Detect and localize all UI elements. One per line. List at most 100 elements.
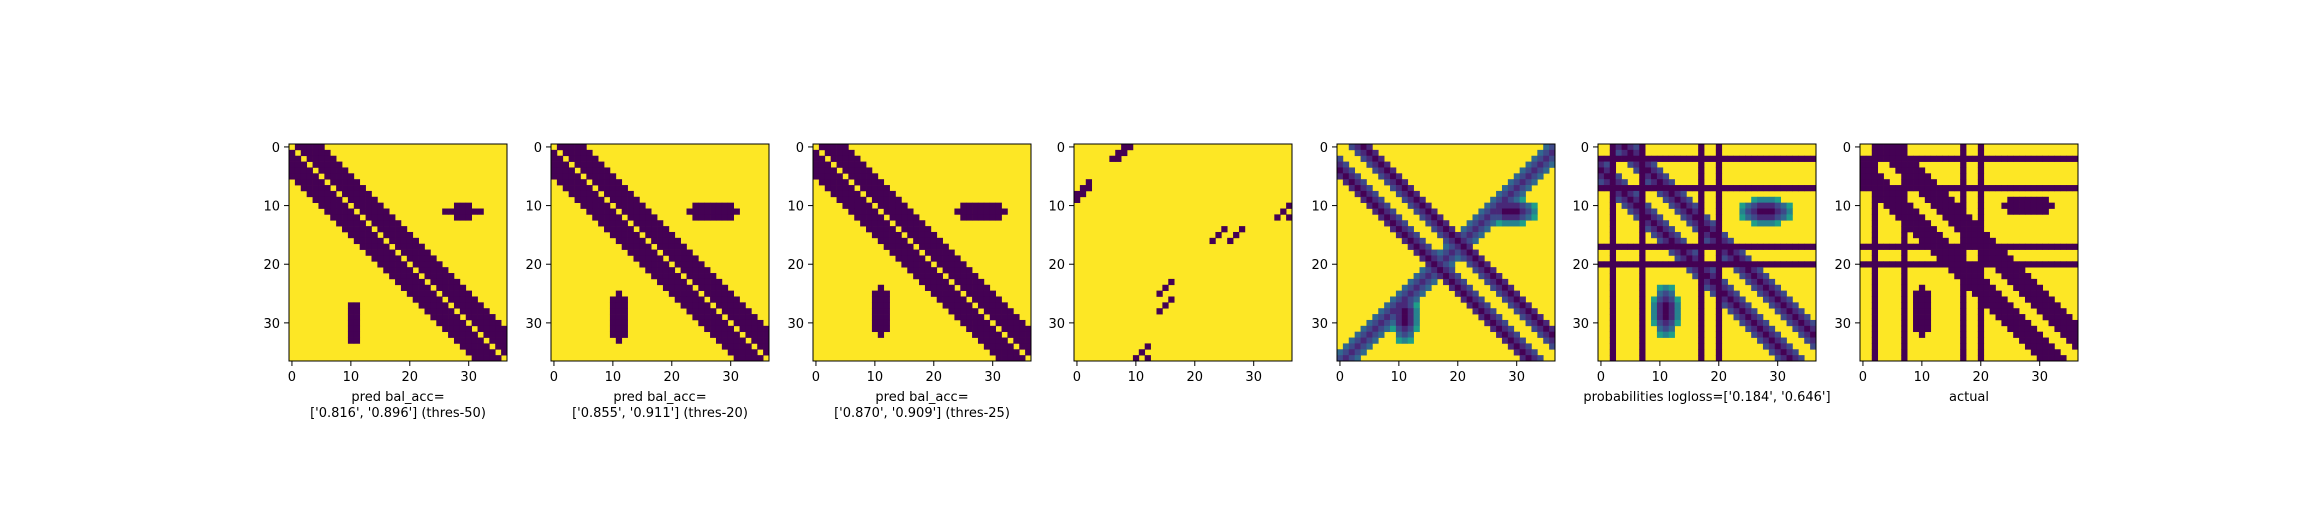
heatmap-cell (1954, 255, 1961, 262)
heatmap-cell (1757, 208, 1764, 215)
heatmap-cell (1138, 349, 1146, 356)
heatmap-cell (1501, 296, 1509, 303)
heatmap-cell (1639, 237, 1646, 245)
heatmap-cell (1745, 155, 1752, 162)
heatmap-cell (877, 226, 885, 233)
heatmap-cell (1810, 331, 1817, 338)
heatmap-cell (1395, 190, 1403, 198)
heatmap-cell (662, 273, 670, 280)
heatmap-cell (1792, 261, 1799, 268)
heatmap-cell (453, 331, 461, 338)
heatmap-cell (1762, 325, 1770, 333)
heatmap-cell (1727, 261, 1734, 268)
heatmap-cell (639, 249, 646, 256)
heatmap-cell (1372, 325, 1379, 333)
heatmap-cell (1431, 249, 1438, 256)
heatmap-cell (995, 302, 1002, 309)
heatmap-cell (1337, 161, 1344, 168)
heatmap-cell (1715, 319, 1723, 327)
heatmap-cell (1490, 273, 1497, 280)
heatmap-cell (1354, 179, 1361, 186)
heatmap-cell (751, 319, 758, 327)
heatmap-background (1598, 144, 1816, 361)
heatmap-cell (1913, 231, 1920, 239)
heatmap-cell (733, 302, 740, 309)
heatmap-cell (830, 149, 837, 157)
heatmap-cell (704, 278, 711, 286)
heatmap-cell (1954, 273, 1961, 280)
heatmap-cell (1774, 355, 1781, 362)
heatmap-cell (489, 325, 496, 333)
heatmap-cell (1977, 261, 1985, 268)
heatmap-cell (1907, 167, 1914, 174)
heatmap-cell (2036, 155, 2043, 162)
heatmap-cell (871, 196, 879, 203)
heatmap-cell (2048, 314, 2055, 321)
heatmap-cell (1501, 278, 1509, 286)
heatmap-cell (312, 190, 319, 198)
heatmap-cell (1686, 261, 1693, 268)
heatmap-cell (2048, 308, 2055, 315)
heatmap-cell (2072, 185, 2079, 192)
heatmap-cell (436, 296, 443, 303)
heatmap-cell (1501, 337, 1509, 344)
heatmap-cell (1989, 185, 1996, 192)
heatmap-cell (2013, 325, 2020, 333)
heatmap-cell (1609, 319, 1617, 327)
y-tick-label: 30 (787, 317, 804, 332)
heatmap-cell (1960, 255, 1967, 262)
heatmap-cell (1227, 237, 1234, 245)
heatmap-cell (1639, 349, 1646, 356)
heatmap-cell (1372, 337, 1379, 344)
heatmap-cell (1877, 261, 1884, 268)
heatmap-cell (1948, 185, 1955, 192)
heatmap-cell (2013, 278, 2020, 286)
heatmap-cell (436, 314, 443, 321)
heatmap-cell (580, 167, 587, 174)
heatmap-cell (1609, 302, 1617, 309)
heatmap-cell (1960, 179, 1967, 186)
y-tick-label: 0 (1320, 141, 1328, 156)
heatmap-cell (966, 214, 973, 221)
heatmap-cell (1757, 278, 1764, 286)
heatmap-cell (1354, 355, 1361, 362)
heatmap-cell (1372, 319, 1379, 327)
heatmap-cell (1598, 243, 1605, 250)
heatmap-cell (1674, 319, 1681, 327)
heatmap-cell (383, 220, 390, 227)
heatmap-cell (1168, 296, 1175, 303)
heatmap-cell (924, 267, 932, 274)
heatmap-cell (739, 337, 746, 344)
heatmap-cell (1401, 231, 1409, 239)
heatmap-cell (459, 325, 467, 333)
heatmap-cell (1780, 202, 1787, 209)
heatmap-cell (1366, 331, 1373, 338)
heatmap-cell (1960, 220, 1967, 227)
heatmap-cell (289, 173, 296, 180)
heatmap-cell (395, 278, 402, 286)
heatmap-cell (895, 202, 902, 209)
heatmap-cell (1780, 185, 1787, 192)
heatmap-cell (1413, 231, 1420, 239)
heatmap-cell (609, 325, 617, 333)
heatmap-cell (1627, 208, 1634, 215)
heatmap-cell (1715, 243, 1723, 250)
heatmap-cell (1668, 308, 1675, 315)
heatmap-cell (1013, 314, 1020, 321)
heatmap-cell (477, 343, 484, 350)
heatmap-cell (471, 302, 478, 309)
heatmap-cell (854, 167, 861, 174)
heatmap-cell (1936, 255, 1943, 262)
heatmap-cell (2030, 243, 2038, 250)
heatmap-cell (471, 208, 478, 215)
heatmap-cell (1918, 296, 1926, 303)
heatmap-cell (1780, 343, 1787, 350)
heatmap-cell (2042, 261, 2049, 268)
heatmap-cell (2072, 331, 2079, 338)
heatmap-cell (1598, 261, 1605, 268)
heatmap-cell (1871, 261, 1879, 268)
heatmap-cell (954, 314, 961, 321)
heatmap-cell (1531, 355, 1538, 362)
heatmap-cell (294, 173, 302, 180)
